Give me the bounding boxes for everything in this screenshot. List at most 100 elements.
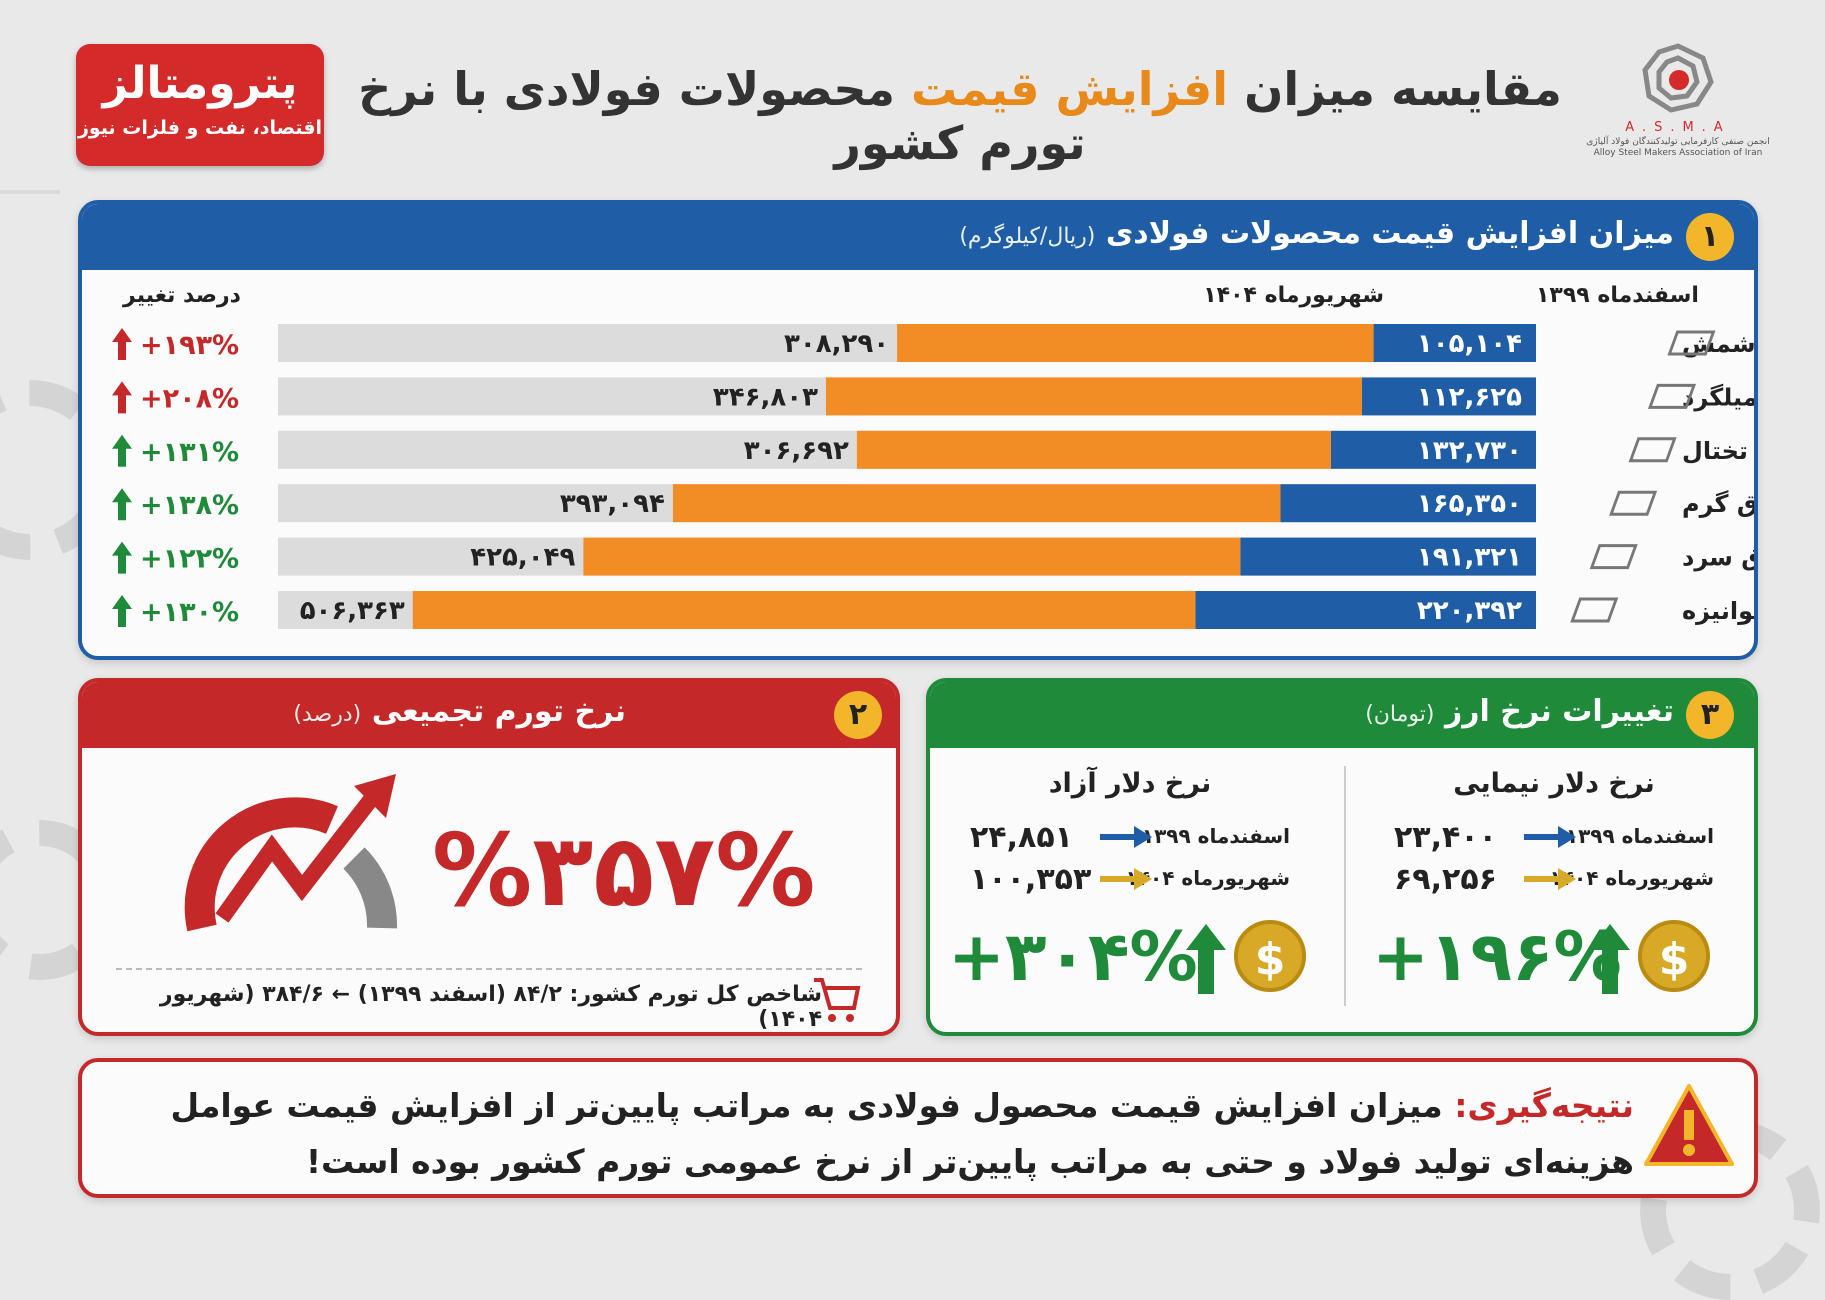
free-dollar-column: نرخ دلار آزاد اسفندماه ۱۳۹۹ ۲۴,۸۵۱ شهریو… xyxy=(930,748,1330,1028)
change-percent-label: +۱۲۲% xyxy=(140,544,239,575)
ingot-icon xyxy=(1667,330,1716,356)
arrow-up-icon xyxy=(112,488,132,521)
category-label: ورق سرد xyxy=(1682,544,1754,572)
fx-row: شهریورماه ۱۴۰۴ ۱۰۰,۳۵۳ xyxy=(930,862,1330,897)
logo-abbr: A.S.M.A xyxy=(1625,120,1731,135)
value-label-1404: ۳۰۶,۶۹۲ xyxy=(744,436,849,466)
cold-coil-icon xyxy=(1589,544,1638,570)
dollar-icon: $ xyxy=(1234,920,1306,992)
title-highlight: افزایش قیمت xyxy=(911,62,1229,116)
arrow-up-icon xyxy=(1590,924,1630,994)
hot-coil-icon xyxy=(1609,490,1658,516)
steel-price-panel: ۱ میزان افزایش قیمت محصولات فولادی (ریال… xyxy=(78,200,1758,660)
change-percent-label: +۱۳۸% xyxy=(140,490,239,521)
panel-unit: (ریال/کیلوگرم) xyxy=(959,224,1096,249)
fx-row-value: ۱۰۰,۳۵۳ xyxy=(970,862,1092,897)
title-post: محصولات فولادی با نرخ تورم کشور xyxy=(358,62,1086,170)
value-label-1399: ۱۳۲,۷۳۰ xyxy=(1417,436,1522,466)
category-label: ورق گرم xyxy=(1682,490,1754,518)
warning-icon xyxy=(1644,1084,1734,1166)
value-label-1399: ۱۰۵,۱۰۴ xyxy=(1417,329,1522,359)
value-label-1404: ۳۰۸,۲۹۰ xyxy=(784,329,889,359)
brand-name: پترومتالز xyxy=(102,58,298,109)
panel-header: ۳ تغییرات نرخ ارز (تومان) xyxy=(930,682,1754,748)
value-label-1399: ۱۶۵,۳۵۰ xyxy=(1417,489,1522,519)
value-label-1404: ۴۲۵,۰۴۹ xyxy=(470,543,575,573)
panel-header: ۱ میزان افزایش قیمت محصولات فولادی (ریال… xyxy=(82,204,1754,270)
fx-row: اسفندماه ۱۳۹۹ ۲۴,۸۵۱ xyxy=(930,820,1330,855)
nimaei-dollar-column: نرخ دلار نیمایی اسفندماه ۱۳۹۹ ۲۳,۴۰۰ شهر… xyxy=(1354,748,1754,1028)
arrow-up-icon xyxy=(1186,924,1226,994)
rebar-icon xyxy=(1647,383,1697,409)
value-label-1399: ۱۹۱,۳۲۱ xyxy=(1417,543,1522,573)
fx-row-value: ۲۳,۴۰۰ xyxy=(1394,820,1497,855)
value-label-1404: ۳۴۶,۸۰۳ xyxy=(713,382,818,412)
bar-1404 xyxy=(412,591,1196,629)
panel-unit: (درصد) xyxy=(293,702,362,727)
bar-1404 xyxy=(672,484,1281,523)
bar-1404 xyxy=(825,377,1362,416)
free-change: +۳۰۴% xyxy=(948,918,1198,997)
dollar-icon: $ xyxy=(1638,920,1710,992)
fx-row-value: ۶۹,۲۵۶ xyxy=(1394,862,1497,897)
free-title: نرخ دلار آزاد xyxy=(1048,768,1212,799)
bar-1404 xyxy=(583,537,1241,576)
change-percent-label: +۱۹۳% xyxy=(140,330,239,361)
shopping-cart-icon xyxy=(814,978,861,1022)
panel-number-badge: ۱ xyxy=(1686,213,1734,261)
panel-header: ۲ نرخ تورم تجمیعی (درصد) xyxy=(82,682,896,748)
arrow-right-icon xyxy=(1100,868,1152,890)
bar-1399 xyxy=(1330,430,1536,469)
nimaei-title: نرخ دلار نیمایی xyxy=(1453,768,1655,799)
panel-unit: (تومان) xyxy=(1365,702,1435,727)
value-label-1399: ۲۲۰,۳۹۲ xyxy=(1417,596,1522,626)
arrow-up-icon xyxy=(112,541,132,574)
fx-row-label: اسفندماه ۱۳۹۹ xyxy=(1565,824,1714,848)
arrow-right-icon xyxy=(1524,868,1576,890)
change-header: درصد تغییر xyxy=(122,283,241,308)
panel-number-badge: ۳ xyxy=(1686,691,1734,739)
association-logo: A.S.M.A انجمن صنفی کارفرمایی تولیدکنندگا… xyxy=(1578,40,1778,170)
conclusion-label: نتیجه‌گیری: xyxy=(1454,1086,1634,1125)
arrow-right-icon xyxy=(1524,826,1576,848)
title-pre: مقایسه میزان xyxy=(1228,62,1562,116)
panel-number-badge: ۲ xyxy=(834,691,882,739)
inflation-value: %۳۵۷% xyxy=(432,812,816,929)
series-header-1399: اسفندماه ۱۳۹۹ xyxy=(1536,283,1699,308)
conclusion-body: میزان افزایش قیمت محصول فولادی به مراتب … xyxy=(170,1086,1634,1181)
fx-row-value: ۲۴,۸۵۱ xyxy=(970,820,1073,855)
arrow-up-icon xyxy=(112,595,132,627)
value-label-1404: ۵۰۶,۳۶۳ xyxy=(300,596,405,626)
conclusion-box: نتیجه‌گیری: میزان افزایش قیمت محصول فولا… xyxy=(78,1058,1758,1198)
bar-1399 xyxy=(1361,377,1536,416)
brand-logo: پترومتالز اقتصاد، نفت و فلزات نیوز xyxy=(76,44,324,166)
arrow-up-icon xyxy=(112,328,132,360)
nimaei-change: +۱۹۶% xyxy=(1372,918,1622,997)
value-label-1404: ۳۹۳,۰۹۴ xyxy=(560,489,665,519)
value-label-1399: ۱۱۲,۶۲۵ xyxy=(1417,382,1522,412)
divider xyxy=(1344,766,1346,1006)
galvanized-sheet-icon xyxy=(1570,597,1619,623)
panel-title-text: نرخ تورم تجمیعی xyxy=(371,694,626,729)
background-line xyxy=(0,190,60,194)
inflation-panel: ۲ نرخ تورم تجمیعی (درصد) %۳۵۷% شاخص کل ت… xyxy=(78,678,900,1036)
price-bar-chart: اسفندماه ۱۳۹۹ شهریورماه ۱۴۰۴ درصد تغییر ۱۰۵… xyxy=(112,283,1754,629)
logo-name-en: Alloy Steel Makers Association of Iran xyxy=(1593,148,1763,158)
slab-icon xyxy=(1628,437,1677,463)
panel-title-text: میزان افزایش قیمت محصولات فولادی xyxy=(1105,216,1674,251)
bar-1399 xyxy=(1195,591,1536,629)
bar-1399 xyxy=(1280,484,1536,523)
category-label: تختال xyxy=(1682,437,1748,465)
fx-row: اسفندماه ۱۳۹۹ ۲۳,۴۰۰ xyxy=(1354,820,1754,855)
arrow-up-icon xyxy=(112,381,132,414)
inflation-index-text: شاخص کل تورم کشور: ۸۴/۲ (اسفند ۱۳۹۹) ← ۳… xyxy=(159,982,822,1032)
inflation-gauge-icon xyxy=(184,774,398,932)
fx-row: شهریورماه ۱۴۰۴ ۶۹,۲۵۶ xyxy=(1354,862,1754,897)
panel-title: نرخ تورم تجمیعی (درصد) xyxy=(293,694,626,729)
series-header-1404: شهریورماه ۱۴۰۴ xyxy=(1203,283,1384,308)
change-percent-label: +۲۰۸% xyxy=(140,383,239,414)
divider xyxy=(116,968,862,970)
exchange-rate-panel: ۳ تغییرات نرخ ارز (تومان) نرخ دلار نیمای… xyxy=(926,678,1758,1036)
conclusion-text: نتیجه‌گیری: میزان افزایش قیمت محصول فولا… xyxy=(154,1078,1634,1190)
panel-title-text: تغییرات نرخ ارز xyxy=(1444,694,1674,729)
